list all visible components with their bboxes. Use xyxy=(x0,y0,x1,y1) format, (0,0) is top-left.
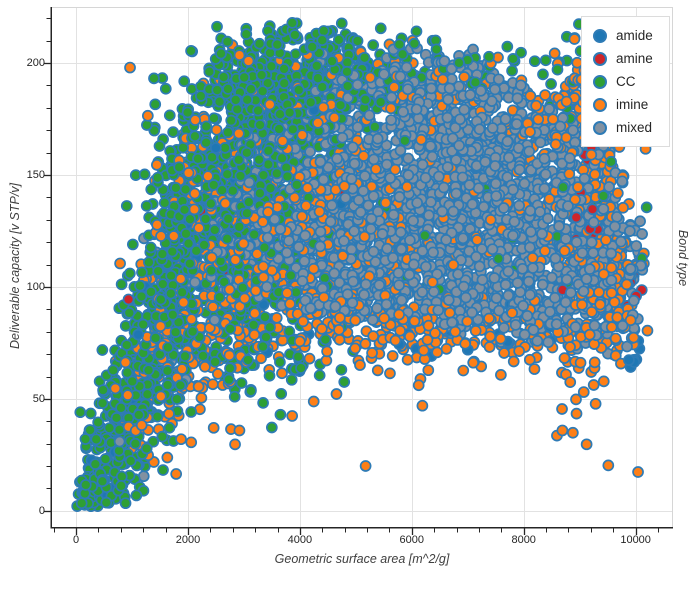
x-tick-label: 10000 xyxy=(620,534,651,546)
x-tick-label: 6000 xyxy=(399,534,425,546)
legend-item-imine: imine xyxy=(593,93,653,116)
y-tick-label: 0 xyxy=(38,504,45,517)
legend-marker-icon xyxy=(593,28,607,43)
y-tick-label: 100 xyxy=(26,280,45,293)
legend-marker-icon xyxy=(593,74,607,89)
y-axis-label: Deliverable capacity [v STP/v] xyxy=(8,182,22,350)
y-tick-label: 200 xyxy=(26,57,45,70)
legend-marker-icon xyxy=(593,97,607,112)
right-axis-label: Bond type xyxy=(676,229,690,287)
legend-item-mixed: mixed xyxy=(593,116,653,139)
x-tick-label: 2000 xyxy=(175,534,201,546)
legend-item-label: CC xyxy=(616,74,636,89)
x-tick-label: 8000 xyxy=(511,534,536,546)
y-tick-label: 50 xyxy=(32,392,45,405)
legend: amide amine CC imine mixed xyxy=(581,16,670,147)
x-tick-label: 0 xyxy=(72,534,80,546)
legend-item-label: amide xyxy=(616,28,653,43)
x-axis-label: Geometric surface area [m^2/g] xyxy=(274,552,450,566)
legend-item-label: imine xyxy=(616,97,649,112)
legend-item-label: amine xyxy=(616,51,653,66)
y-tick-label: 150 xyxy=(26,169,45,182)
legend-item-amide: amide xyxy=(593,24,653,47)
legend-marker-icon xyxy=(593,120,607,135)
legend-marker-icon xyxy=(593,51,607,66)
x-tick-label: 4000 xyxy=(287,534,313,546)
legend-item-amine: amine xyxy=(593,47,653,70)
legend-item-label: mixed xyxy=(616,120,653,135)
legend-item-CC: CC xyxy=(593,70,653,93)
